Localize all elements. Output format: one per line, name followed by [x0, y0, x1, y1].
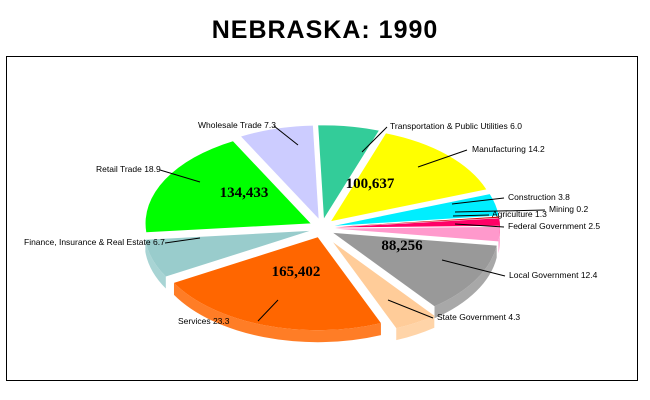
slice-value-label: 88,256	[381, 238, 423, 254]
pie-slice	[331, 133, 487, 222]
pie-slice	[333, 232, 497, 307]
leader-line	[164, 237, 201, 244]
leader-line	[273, 125, 299, 146]
pie-slice	[334, 194, 499, 226]
slice-label: State Government 4.3	[437, 312, 520, 322]
leader-line	[441, 259, 506, 277]
pie-slice	[334, 218, 500, 228]
leader-line	[257, 299, 279, 322]
leader-line	[454, 209, 546, 213]
slice-value-label: 165,402	[272, 264, 321, 280]
leader-line	[361, 126, 388, 153]
leader-line	[454, 223, 505, 228]
slice-label: Local Government 12.4	[509, 270, 598, 280]
slice-label: Services 23.3	[178, 316, 230, 326]
pie-slice	[333, 242, 435, 329]
slice-label: Retail Trade 18.9	[96, 164, 161, 174]
leader-line	[387, 299, 434, 319]
pie-slice-side	[498, 226, 500, 254]
chart-frame	[6, 56, 638, 381]
pie-slice	[145, 141, 311, 233]
pie-slice	[241, 125, 319, 219]
slice-value-label: 100,637	[346, 176, 395, 192]
pie-slice	[334, 216, 500, 227]
pie-slice	[173, 237, 381, 331]
pie-slice	[334, 226, 500, 242]
pie-slice-side	[173, 282, 381, 343]
slice-label: Wholesale Trade 7.3	[198, 120, 276, 130]
slice-label: Mining 0.2	[549, 204, 588, 214]
slice-label: Federal Government 2.5	[508, 221, 600, 231]
pie-slice-side	[145, 239, 166, 289]
slice-label: Construction 3.8	[508, 192, 570, 202]
leader-line	[417, 149, 468, 168]
leader-line	[159, 169, 201, 183]
pie-slice-side	[396, 315, 435, 341]
leader-line	[451, 197, 505, 205]
chart-title: NEBRASKA: 1990	[211, 16, 439, 44]
slice-label: Transportation & Public Utilities 6.0	[390, 121, 522, 131]
pie-slice	[318, 125, 379, 219]
pie-slice-side	[434, 245, 497, 319]
slice-value-label: 134,433	[220, 185, 269, 201]
pie-slice	[145, 230, 310, 277]
slice-label: Agriculture 1.3	[492, 209, 547, 219]
leader-line	[452, 214, 490, 217]
slice-label: Manufacturing 14.2	[472, 144, 545, 154]
slice-label: Finance, Insurance & Real Estate 6.7	[24, 237, 165, 247]
